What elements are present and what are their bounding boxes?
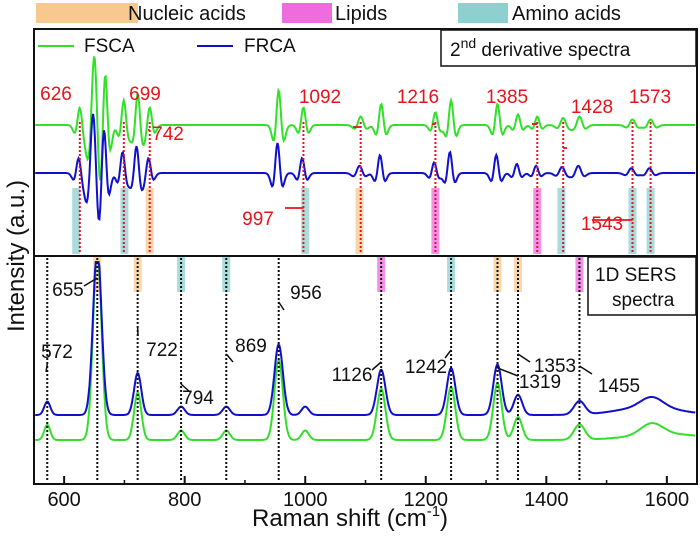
sers-leader-869	[225, 353, 234, 363]
sers-peak-label-1319: 1319	[519, 372, 561, 393]
x-tick-label-1600: 1600	[645, 489, 690, 511]
derivative-peak-label-997: 997	[242, 209, 274, 230]
sers-peak-label-1242: 1242	[405, 357, 447, 378]
derivative-title-sup: nd	[461, 35, 477, 51]
x-axis-title: Raman shift (cm-1)	[252, 503, 448, 532]
frca-sers-line	[35, 261, 696, 416]
sers-leader-655	[83, 277, 98, 287]
sers-leader-1319	[497, 367, 519, 377]
fsca-sers-line	[35, 261, 696, 441]
derivative-peak-label-626: 626	[40, 84, 72, 105]
sers-title-line2: spectra	[612, 290, 675, 311]
derivative-band-5	[431, 188, 440, 254]
sers-peak-label-1353: 1353	[534, 356, 576, 377]
sers-leader-1353	[517, 353, 531, 363]
sers-leader-956	[278, 301, 285, 311]
legend-swatch-amino-acids	[458, 3, 508, 23]
legend-label-frca: FRCA	[244, 36, 296, 57]
sers-peak-label-1126: 1126	[332, 365, 373, 386]
sers-title-line1: 1D SERS	[595, 265, 676, 286]
derivative-title-pre: 2	[450, 40, 461, 61]
sers-peak-label-655: 655	[52, 280, 84, 301]
derivative-band-0	[72, 188, 81, 254]
sers-peak-label-794: 794	[182, 388, 214, 409]
frca-derivative-line	[35, 113, 696, 221]
sers-leader-1126	[371, 361, 382, 371]
derivative-peak-label-699: 699	[129, 84, 161, 105]
legend-swatch-nucleic-acids	[36, 3, 138, 23]
peak-marker-layer: 626 699 742 997 1092 1216 1385 1428 1543 1573 572 6…	[40, 84, 671, 482]
x-axis-title-main: Raman shift (cm	[252, 505, 427, 532]
derivative-peak-label-1573: 1573	[629, 87, 671, 108]
legend-swatch-lipids	[282, 3, 332, 23]
sers-title-box: 1D SERS spectra	[587, 256, 697, 316]
y-axis-title: Intensity (a.u.)	[3, 180, 30, 332]
svg-text:2nd derivative spectra: 2nd derivative spectra	[450, 35, 631, 61]
derivative-peak-label-1216: 1216	[397, 87, 439, 108]
legend-label-lipids: Lipids	[335, 3, 387, 25]
derivative-peak-label-1385: 1385	[486, 87, 528, 108]
derivative-peak-label-1092: 1092	[299, 87, 341, 108]
x-tick-label-600: 600	[47, 489, 80, 511]
sers-peak-label-572: 572	[41, 342, 73, 363]
sers-leader-1455	[579, 365, 593, 375]
x-tick-label-1200: 1200	[404, 489, 449, 511]
derivative-peak-label-1543: 1543	[581, 214, 623, 235]
derivative-band-6	[533, 188, 542, 254]
fsca-derivative-line	[35, 56, 696, 181]
band-layer	[72, 188, 655, 292]
band-legend: Nucleic acids Lipids Amino acids	[36, 3, 621, 25]
sers-peak-label-722: 722	[146, 340, 178, 361]
sers-peak-label-869: 869	[235, 336, 267, 357]
sers-leader-1242	[444, 349, 452, 359]
derivative-title-post: derivative spectra	[476, 40, 631, 61]
derivative-band-3	[301, 188, 310, 254]
derivative-band-7	[557, 188, 566, 254]
series-legend: FSCA FRCA	[38, 36, 296, 57]
legend-label-amino-acids: Amino acids	[512, 3, 621, 25]
spectra-layer	[35, 56, 696, 441]
derivative-band-9	[646, 188, 655, 254]
x-tick-label-1000: 1000	[283, 489, 328, 511]
x-tick-label-800: 800	[168, 489, 201, 511]
derivative-peak-label-742: 742	[152, 124, 184, 145]
x-axis-title-sup: -1	[427, 503, 440, 520]
derivative-band-8	[628, 188, 637, 254]
derivative-band-4	[355, 188, 364, 254]
sers-peak-label-1455: 1455	[598, 376, 640, 397]
x-axis-ticks: 600 800 1000 1200 1400 1600	[47, 476, 689, 511]
derivative-title-box: 2nd derivative spectra	[440, 29, 697, 67]
legend-label-fsca: FSCA	[84, 36, 135, 57]
derivative-band-2	[145, 188, 154, 254]
x-axis-title-end: )	[440, 505, 448, 532]
sers-leader-572	[45, 363, 49, 373]
derivative-band-1	[120, 188, 129, 254]
legend-label-nucleic-acids: Nucleic acids	[128, 3, 246, 25]
derivative-peak-label-1428: 1428	[571, 97, 613, 118]
sers-peak-label-956: 956	[290, 283, 322, 304]
x-tick-label-1400: 1400	[524, 489, 569, 511]
sers-leader-794	[180, 383, 191, 393]
